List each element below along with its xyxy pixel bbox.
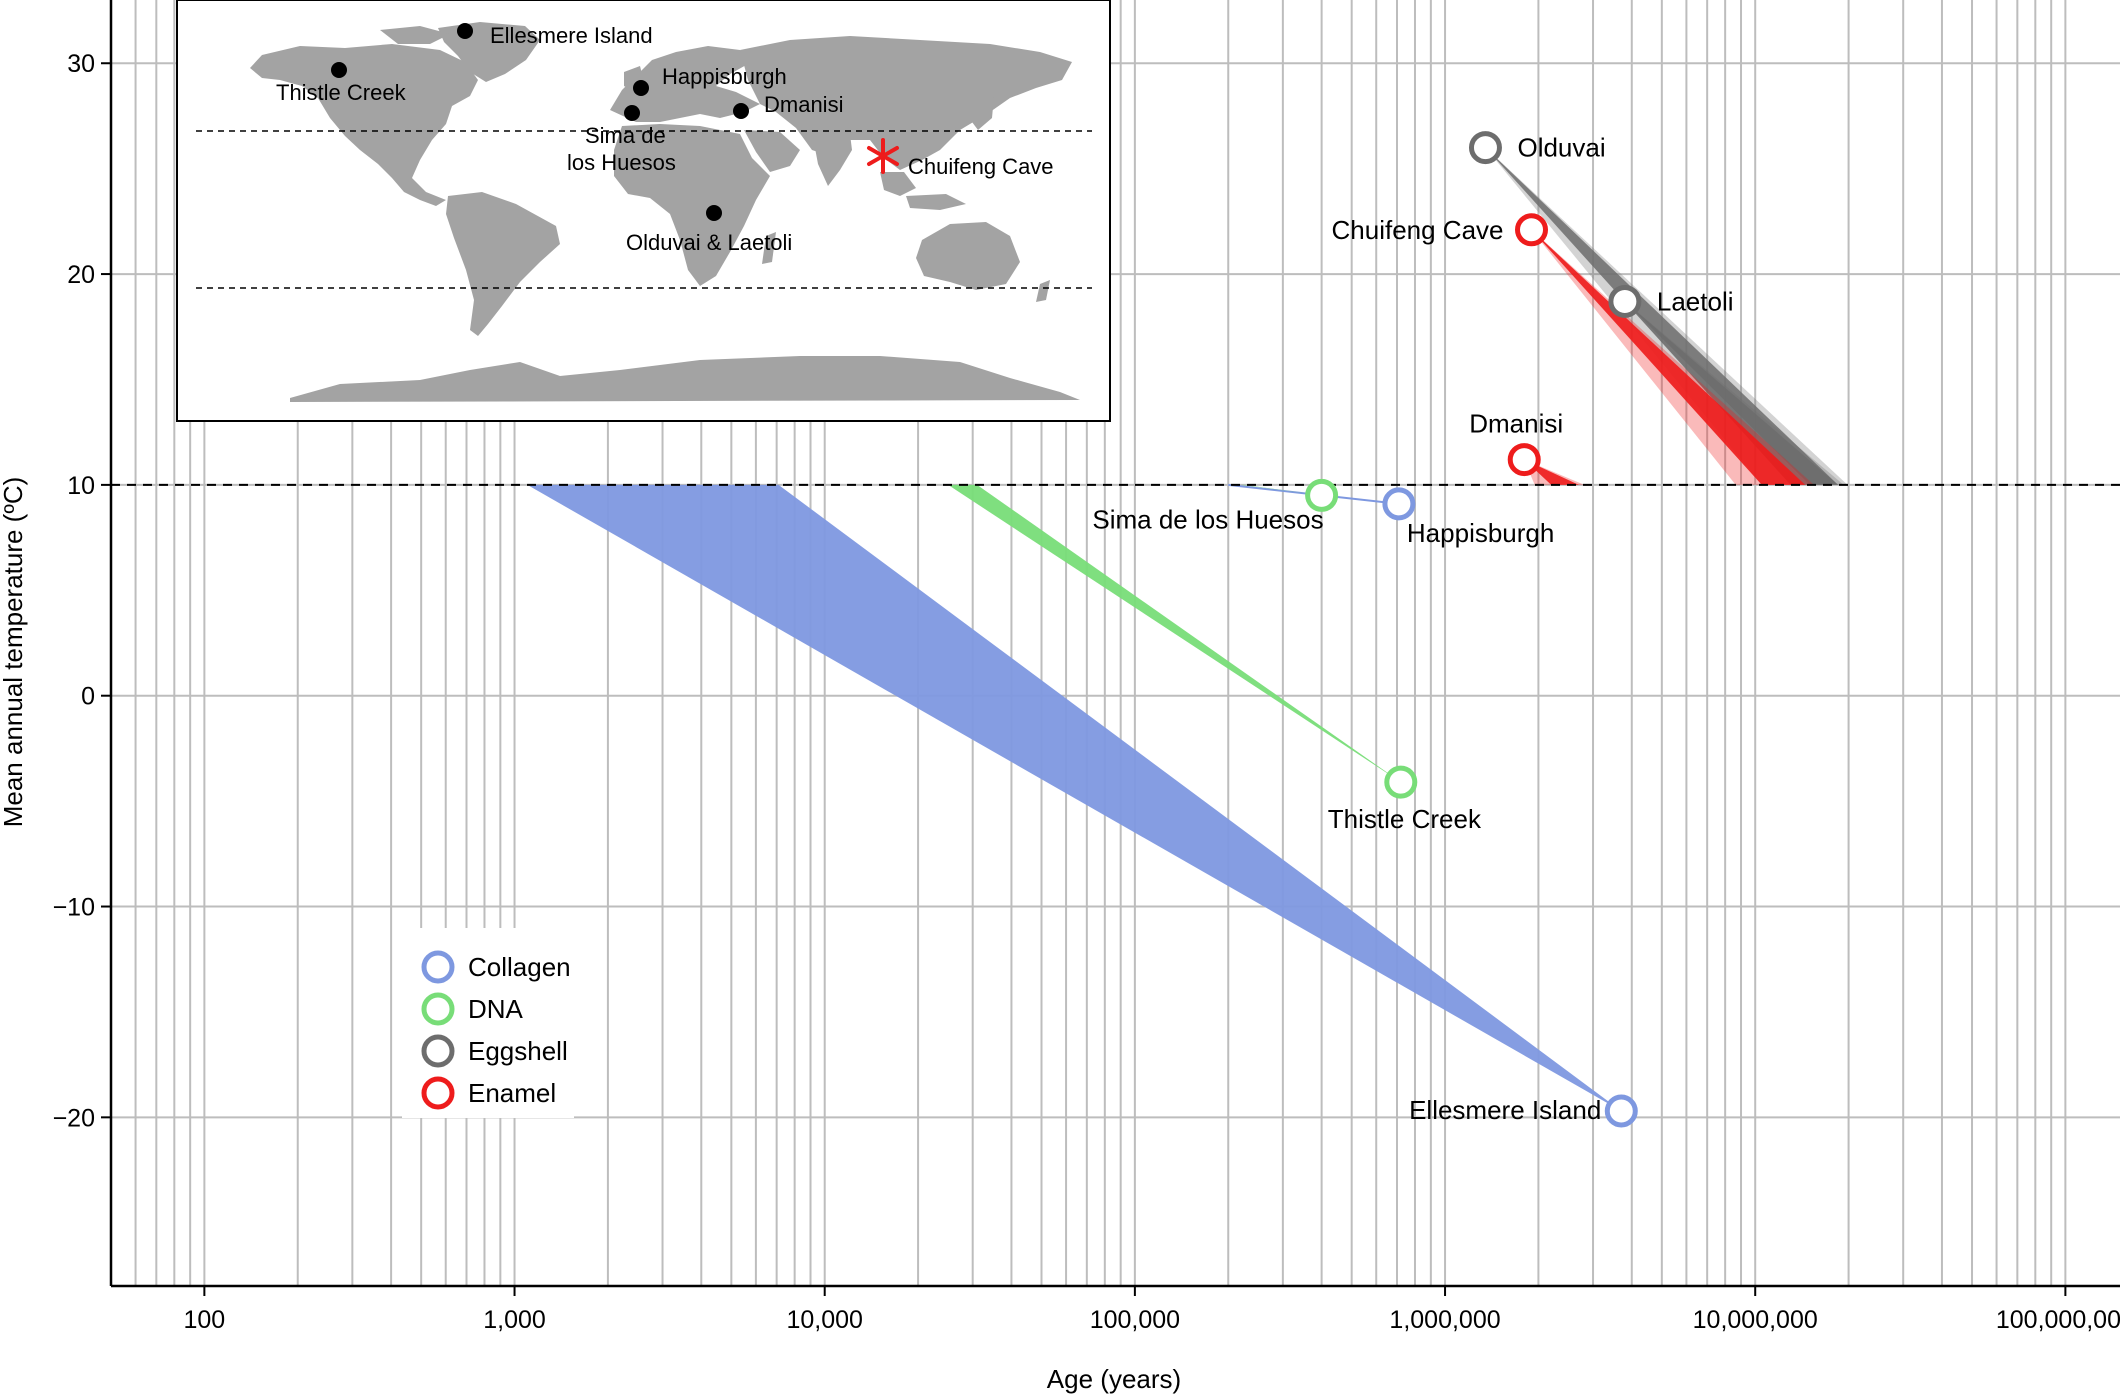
wedge-halo-chuifeng-cave [1531, 229, 1814, 485]
map-dot-sima-de-los-huesos [624, 105, 640, 121]
landmass-arabia [744, 130, 800, 172]
legend-label-eggshell: Eggshell [468, 1036, 568, 1066]
label-sima-de-los-huesos: Sima de los Huesos [1092, 504, 1323, 534]
map-label-sima-line-2: los Huesos [567, 150, 676, 175]
landmass-south-america [446, 192, 560, 336]
landmass-madagascar [762, 232, 776, 264]
wedge-olduvai [1485, 147, 1839, 485]
wedge-laetoli [1624, 301, 1839, 485]
marker-chuifeng-cave [1515, 213, 1549, 247]
map-label-sima-line-1: Sima de [585, 123, 666, 148]
x-axis-title: Age (years) [1047, 1364, 1181, 1394]
map-label-sima-de-los-huesos: Sima de los Huesos [567, 123, 676, 175]
legend: Collagen DNA Eggshell Enamel [402, 928, 574, 1118]
map-dot-dmanisi [733, 103, 749, 119]
x-tick-label: 100,000 [1090, 1306, 1180, 1334]
wedge-ellesmere-island [527, 484, 1622, 1112]
map-dot-happisburgh [633, 80, 649, 96]
legend-label-enamel: Enamel [468, 1078, 556, 1108]
label-olduvai: Olduvai [1517, 133, 1605, 163]
map-label-thistle-creek: Thistle Creek [276, 80, 407, 105]
y-axis-title: Mean annual temperature (ºC) [0, 477, 28, 828]
x-tick-label: 1,000,000 [1389, 1306, 1500, 1334]
map-label-chuifeng-cave: Chuifeng Cave [908, 154, 1054, 179]
legend-label-dna: DNA [468, 994, 524, 1024]
landmass-india [812, 132, 852, 186]
marker-olduvai [1468, 131, 1502, 165]
legend-marker-eggshell [421, 1034, 455, 1068]
marker-happisburgh [1382, 487, 1416, 521]
landmass-north-america [250, 44, 478, 206]
wedge-dmanisi [1524, 459, 1579, 485]
x-tick-label: 1,000 [483, 1306, 546, 1334]
landmass-africa [614, 124, 770, 286]
wedge-thistle-creek [948, 484, 1401, 783]
y-tick-label: 0 [81, 683, 95, 711]
marker-dmanisi [1507, 443, 1541, 477]
site-markers [1305, 131, 1642, 1128]
wedge-chuifeng-cave [1531, 229, 1806, 485]
inset-world-map: Ellesmere Island Thistle Creek Happisbur… [176, 0, 1111, 422]
landmass-australia [916, 222, 1020, 290]
landmass-japan [972, 96, 994, 130]
y-tick-label: −10 [53, 894, 95, 922]
wedge-halo-olduvai [1485, 147, 1848, 485]
preservation-wedges [527, 147, 1848, 1112]
label-dmanisi: Dmanisi [1469, 409, 1563, 439]
wedge-halo-laetoli [1624, 301, 1844, 485]
map-label-dmanisi: Dmanisi [764, 92, 843, 117]
y-tick-label: 20 [67, 261, 95, 289]
x-tick-label: 100 [184, 1306, 226, 1334]
marker-laetoli [1608, 284, 1642, 318]
marker-sima-de-los-huesos [1305, 478, 1339, 512]
y-tick-label: 10 [67, 472, 95, 500]
landmass-antarctica [290, 356, 1080, 402]
world-landmasses [250, 22, 1080, 402]
y-tick-label: −20 [53, 1104, 95, 1132]
wedge-sima-de-los-huesos [1241, 484, 1322, 496]
x-tick-label: 10,000,000 [1693, 1306, 1818, 1334]
x-tick-label: 100,000,000 [1996, 1306, 2120, 1334]
marker-ellesmere-island [1604, 1094, 1638, 1128]
map-dot-ellesmere-island [457, 23, 473, 39]
map-dot-thistle-creek [331, 62, 347, 78]
map-label-olduvai-laetoli: Olduvai & Laetoli [626, 230, 792, 255]
map-label-happisburgh: Happisburgh [662, 64, 787, 89]
landmass-europe [610, 46, 760, 122]
map-dot-olduvai-laetoli [706, 205, 722, 221]
landmass-new-zealand [1036, 280, 1050, 302]
map-label-ellesmere-island: Ellesmere Island [490, 23, 653, 48]
label-happisburgh: Happisburgh [1407, 518, 1554, 548]
site-labels: Ellesmere Island Happisburgh Thistle Creek… [1092, 133, 1733, 1125]
landmass-arctic-islands [380, 26, 450, 44]
y-tick-label: 30 [67, 50, 95, 78]
landmass-southeast-asia [880, 172, 966, 210]
marker-thistle-creek [1384, 765, 1418, 799]
map-asterisk-chuifeng-cave [867, 138, 899, 174]
x-tick-label: 10,000 [786, 1306, 862, 1334]
legend-label-collagen: Collagen [468, 952, 571, 982]
legend-marker-collagen [421, 950, 455, 984]
label-ellesmere-island: Ellesmere Island [1409, 1095, 1601, 1125]
legend-marker-enamel [421, 1076, 455, 1110]
label-thistle-creek: Thistle Creek [1328, 804, 1482, 834]
legend-marker-dna [421, 992, 455, 1026]
label-laetoli: Laetoli [1657, 286, 1734, 316]
label-chuifeng-cave: Chuifeng Cave [1332, 215, 1504, 245]
